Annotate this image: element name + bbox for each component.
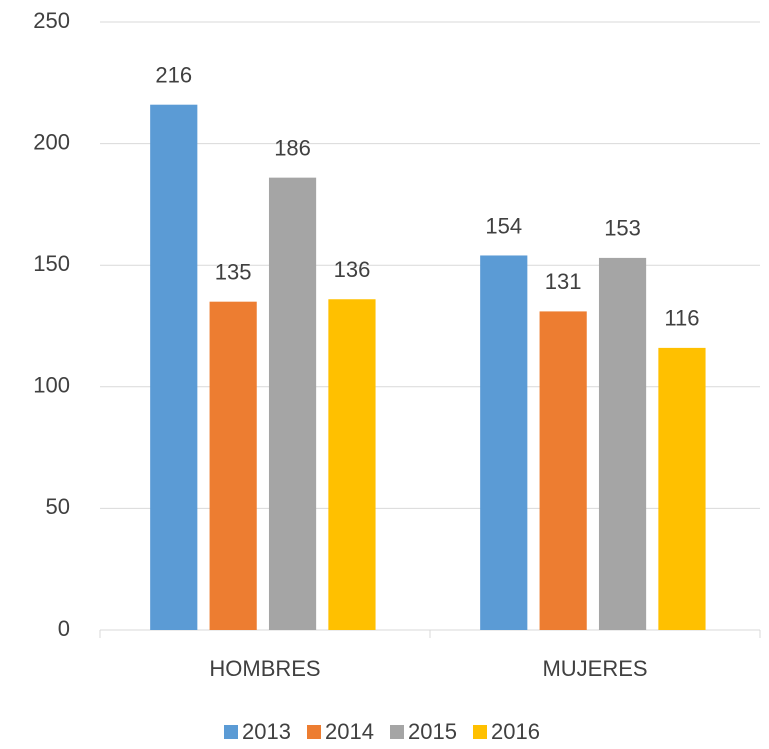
data-label: 216 [155,63,192,88]
data-label: 136 [334,257,371,282]
x-tick-label: HOMBRES [209,656,320,681]
y-tick-label: 250 [33,8,70,33]
data-label: 186 [274,135,311,160]
y-tick-label: 0 [58,616,70,641]
legend-label: 2016 [491,719,540,744]
y-tick-label: 100 [33,373,70,398]
legend-swatch [307,725,321,739]
bar [328,299,376,630]
legend-label: 2014 [325,719,374,744]
data-label: 131 [545,269,582,294]
data-label: 154 [485,213,522,238]
bar [658,347,706,630]
bar [209,301,257,630]
legend-label: 2013 [242,719,291,744]
legend-swatch [473,725,487,739]
data-label: 135 [215,259,252,284]
bar [480,255,528,631]
y-tick-label: 150 [33,251,70,276]
bar [150,104,198,631]
y-tick-label: 50 [46,494,70,519]
x-tick-label: MUJERES [542,656,647,681]
bar [598,257,647,630]
data-label: 153 [604,216,641,241]
legend-label: 2015 [408,719,457,744]
legend-swatch [224,725,238,739]
bar [268,177,317,630]
legend-swatch [390,725,404,739]
data-label: 116 [664,306,699,331]
y-tick-label: 200 [33,129,70,154]
bar [539,311,587,630]
